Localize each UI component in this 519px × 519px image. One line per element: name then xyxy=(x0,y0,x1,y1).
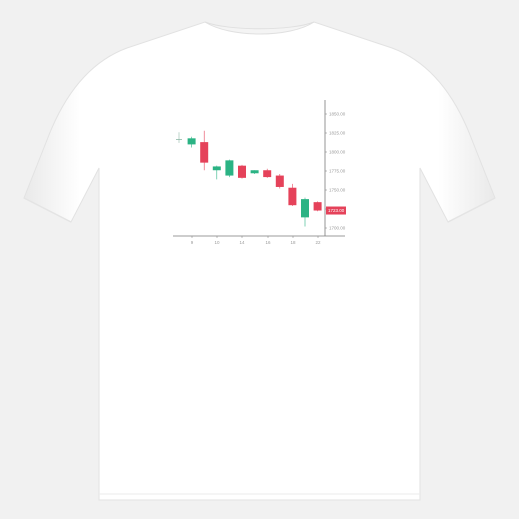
candle-body xyxy=(288,187,297,206)
x-tick-label: 14 xyxy=(239,240,245,245)
candle-body xyxy=(200,142,209,163)
candle-body xyxy=(225,160,234,176)
candle-body xyxy=(313,202,322,211)
current-price-label: 1723.00 xyxy=(328,208,345,213)
y-tick-label: 1850.00 xyxy=(329,112,346,117)
y-tick-label: 1775.00 xyxy=(329,169,346,174)
current-price-tag: 1723.00 xyxy=(326,206,346,215)
candle-body xyxy=(238,165,246,178)
y-tick-label: 1700.00 xyxy=(329,226,346,231)
y-tick-label: 1750.00 xyxy=(329,188,346,193)
candles-group xyxy=(176,130,322,227)
candle-body xyxy=(212,166,221,171)
x-tick-label: 18 xyxy=(290,240,296,245)
y-tick-label: 1800.00 xyxy=(329,150,346,155)
x-tick-label: 22 xyxy=(315,240,321,245)
candle-body xyxy=(263,170,272,178)
shirt-collar xyxy=(204,21,315,35)
x-tick-label: 10 xyxy=(214,240,220,245)
right-sleeve-hem xyxy=(447,197,496,223)
current-price-background xyxy=(326,206,346,215)
candle-body xyxy=(275,175,284,187)
left-sleeve-hem xyxy=(23,197,72,223)
x-axis-ticks: 9 10 14 16 18 22 xyxy=(191,236,321,245)
candle-body xyxy=(301,199,309,218)
candle-body xyxy=(187,138,196,145)
x-tick-label: 16 xyxy=(265,240,271,245)
candle-body xyxy=(176,139,182,140)
y-tick-label: 1825.00 xyxy=(329,131,346,136)
x-tick-label: 9 xyxy=(191,240,194,245)
candle-body xyxy=(250,170,259,174)
